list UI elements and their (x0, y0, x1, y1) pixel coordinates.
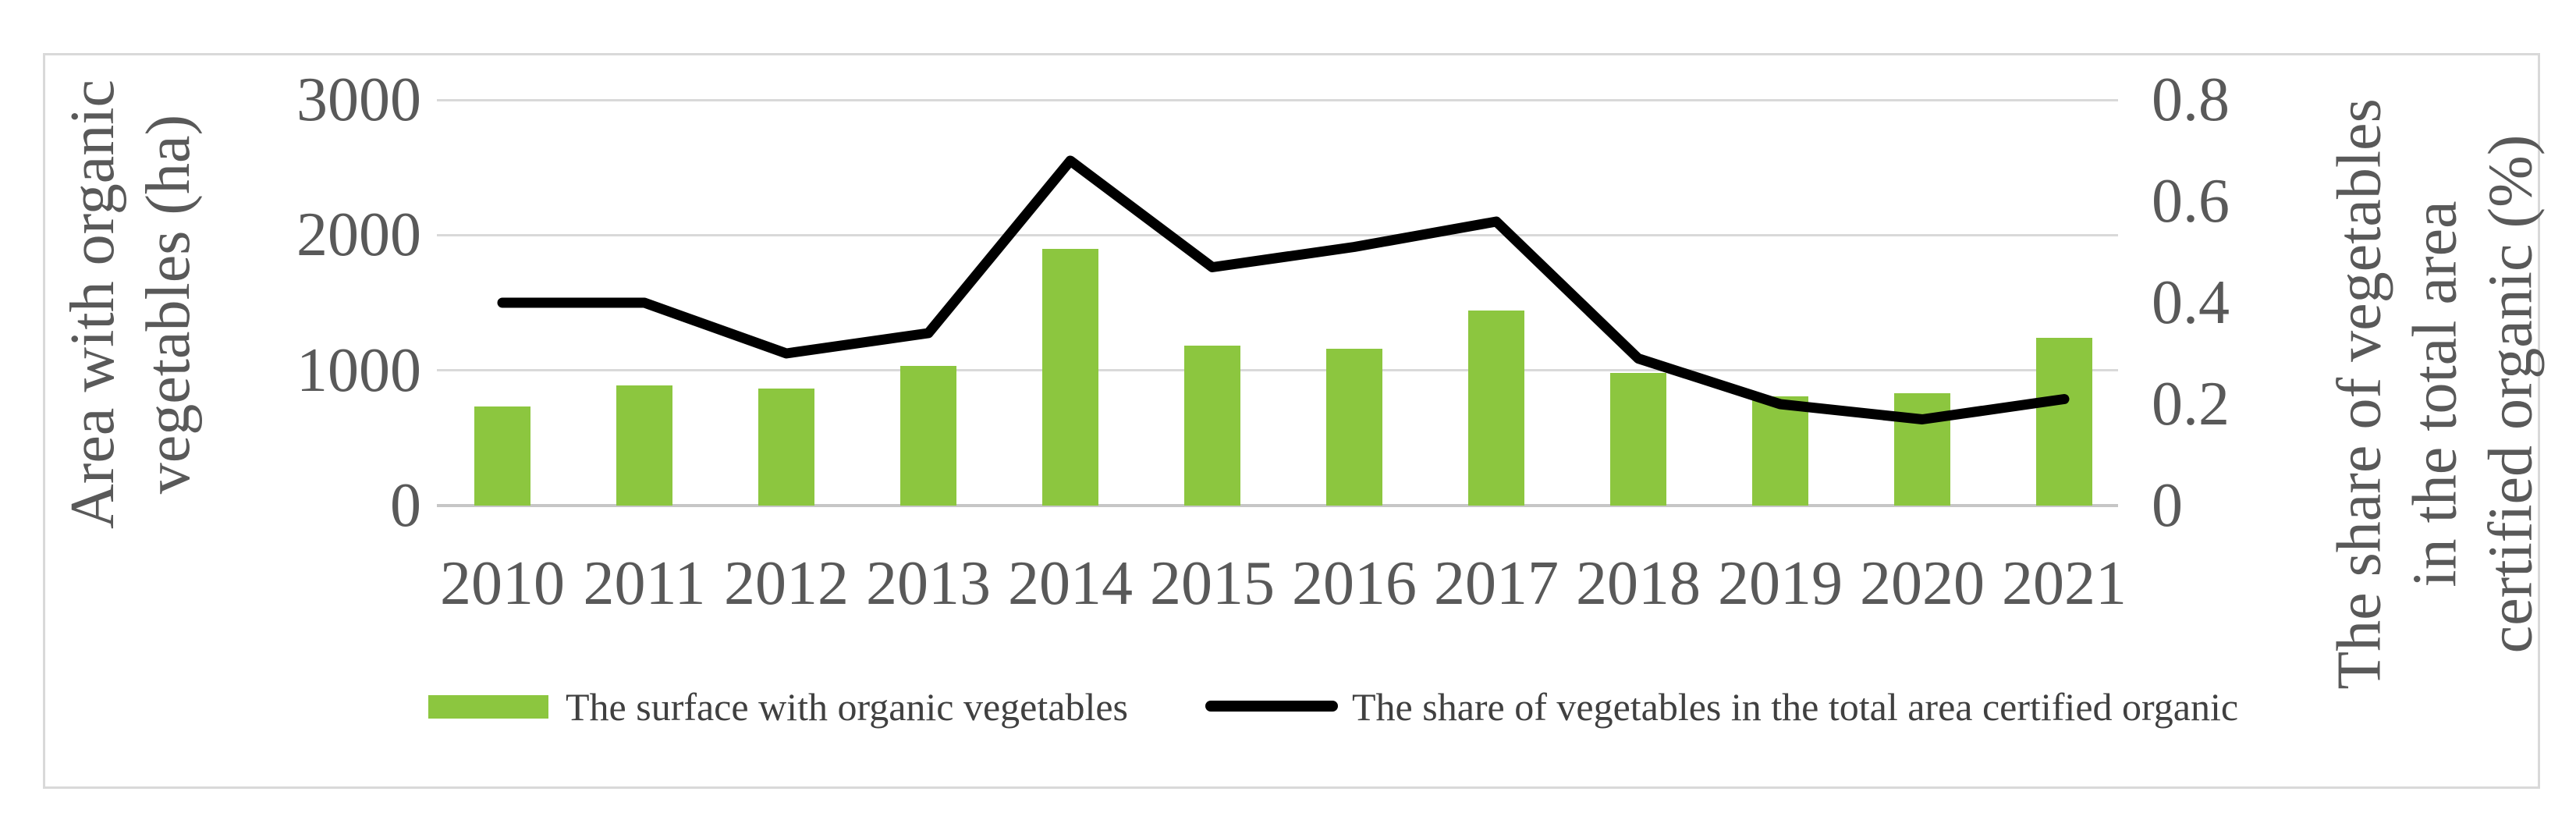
bar-2016 (1326, 348, 1382, 506)
right-tick-0.6: 0.6 (2152, 167, 2230, 236)
chart-border (43, 53, 2540, 789)
left-tick-1000: 1000 (296, 335, 421, 405)
x-label-2019: 2019 (1718, 549, 1843, 618)
x-label-2021: 2021 (2002, 549, 2127, 618)
bar-2012 (758, 389, 814, 506)
legend-line-label: The share of vegetables in the total are… (1352, 685, 2239, 729)
x-label-2010: 2010 (440, 549, 565, 618)
bar-2021 (2036, 338, 2092, 506)
bar-2017 (1468, 311, 1524, 506)
legend-bar-label: The surface with organic vegetables (566, 685, 1128, 729)
x-label-2012: 2012 (724, 549, 849, 618)
bar-2011 (616, 385, 672, 506)
bar-2010 (474, 406, 530, 506)
bar-2013 (900, 366, 956, 506)
bar-2015 (1184, 346, 1240, 506)
x-label-2011: 2011 (583, 549, 706, 618)
gridline-3000 (437, 98, 2118, 101)
x-label-2014: 2014 (1008, 549, 1133, 618)
x-label-2018: 2018 (1576, 549, 1701, 618)
left-tick-0: 0 (390, 471, 421, 540)
x-label-2013: 2013 (866, 549, 991, 618)
gridline-1000 (437, 369, 2118, 372)
left-tick-3000: 3000 (296, 66, 421, 134)
bar-2018 (1610, 373, 1666, 506)
bar-2019 (1752, 396, 1808, 506)
gridline-2000 (437, 233, 2118, 236)
right-tick-0: 0 (2152, 471, 2183, 540)
x-label-2020: 2020 (1860, 549, 1985, 618)
right-tick-0.8: 0.8 (2152, 66, 2230, 134)
right-tick-0.4: 0.4 (2152, 268, 2230, 337)
plot-area (437, 98, 2118, 507)
share-line (497, 155, 2070, 424)
legend-bar-swatch (428, 695, 548, 719)
legend-line-swatch (1205, 701, 1338, 712)
x-label-2015: 2015 (1150, 549, 1275, 618)
bar-2014 (1042, 248, 1098, 506)
left-tick-2000: 2000 (296, 201, 421, 270)
x-label-2017: 2017 (1434, 549, 1559, 618)
x-axis-line (437, 504, 2118, 507)
right-tick-0.2: 0.2 (2152, 370, 2230, 438)
x-label-2016: 2016 (1292, 549, 1417, 618)
share-line-layer (497, 155, 2070, 424)
right-axis-title: The share of vegetables in the total are… (2325, 98, 2546, 690)
